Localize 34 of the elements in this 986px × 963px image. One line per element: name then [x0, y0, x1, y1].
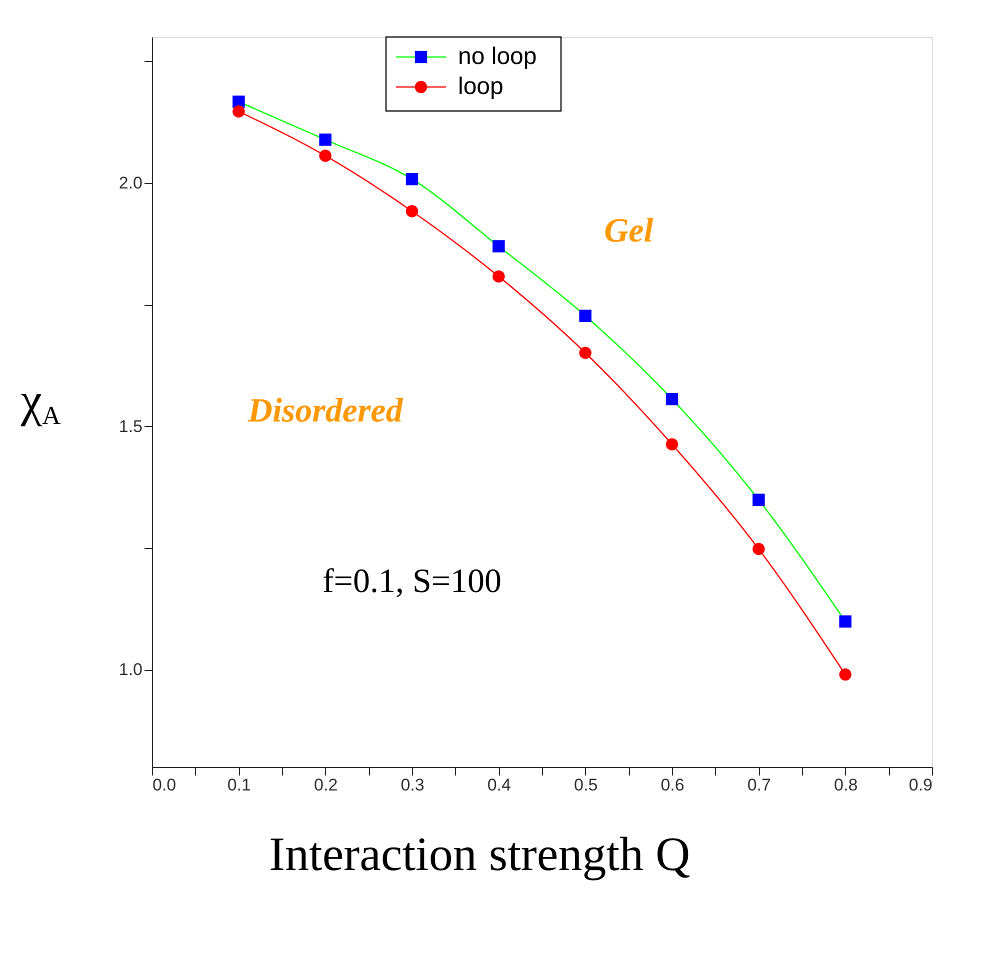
point: [839, 668, 852, 681]
x-tick-label: 0.1: [227, 776, 251, 794]
point: [752, 494, 765, 506]
point: [666, 392, 678, 406]
y-tick-label: 1.0: [118, 660, 142, 680]
x-tick-label: 0.5: [574, 776, 598, 794]
legend-label: loop: [458, 73, 504, 100]
annotation: Disordered: [246, 392, 404, 430]
x-tick-label: 0.3: [400, 776, 424, 794]
x-tick-label: 0.4: [487, 776, 511, 794]
point: [406, 172, 418, 186]
point: [579, 346, 592, 359]
y-tick-label: 1.5: [118, 416, 142, 436]
point: [666, 438, 678, 450]
x-axis-title: Interaction strength Q: [269, 828, 690, 881]
annotation: f=0.1, S=100: [322, 563, 502, 600]
legend-label: no loop: [458, 43, 537, 70]
x-tick-label: 0.0: [152, 776, 176, 794]
annotation: Gel: [604, 212, 654, 250]
point: [492, 240, 505, 252]
point: [232, 105, 245, 118]
point: [492, 270, 505, 283]
point: [406, 205, 418, 218]
x-tick-label: 0.2: [314, 776, 338, 794]
point: [839, 615, 852, 628]
point: [319, 134, 332, 146]
x-tick-label: 0.9: [908, 776, 932, 794]
point: [752, 542, 765, 556]
x-tick-label: 0.6: [660, 776, 684, 794]
point: [319, 150, 332, 162]
point: [579, 310, 592, 322]
x-tick-label: 0.8: [834, 776, 858, 794]
y-tick-label: 2.0: [118, 174, 142, 192]
x-tick-label: 0.7: [747, 776, 771, 794]
